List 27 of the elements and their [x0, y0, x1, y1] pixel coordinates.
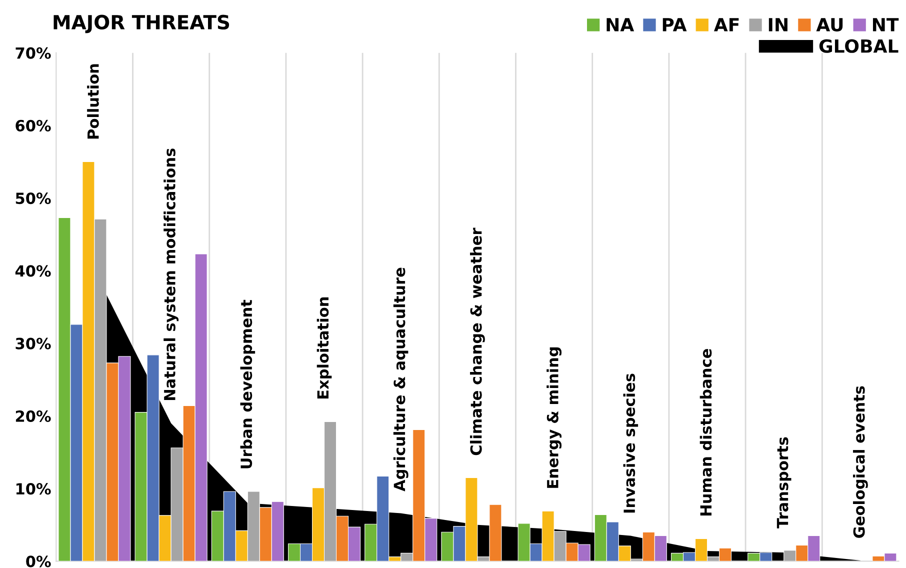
legend-label: AU — [816, 18, 843, 32]
y-tick-label: 50% — [16, 192, 51, 204]
legend-label: IN — [768, 18, 788, 32]
y-tick-label: 70% — [16, 47, 51, 59]
x-tick-label: Exploitation — [316, 297, 332, 399]
x-tick-label: Human disturbance — [700, 349, 712, 516]
y-tick-label: 20% — [16, 410, 51, 422]
legend-label: PA — [662, 18, 687, 32]
x-tick-label: Agriculture & aquaculture — [393, 268, 408, 492]
legend-label: GLOBAL — [819, 39, 898, 53]
chart-title: MAJOR THREATS — [54, 14, 230, 34]
y-tick-label: 10% — [16, 483, 51, 495]
y-tick-label: 30% — [16, 338, 51, 350]
y-tick-label: 40% — [15, 265, 51, 277]
x-tick-label: Natural system modifications — [164, 148, 179, 400]
y-tick-label: 60% — [16, 120, 51, 132]
y-tick-label: 0% — [26, 556, 51, 568]
x-tick-label: Climate change & weather — [470, 228, 485, 456]
legend-label: NA — [606, 18, 634, 32]
x-tick-label: Urban development — [240, 300, 256, 468]
x-tick-label: Energy & mining — [546, 347, 562, 488]
x-tick-label: Geological events — [853, 386, 868, 538]
x-tick-label: Invasive species — [623, 374, 638, 513]
x-tick-label: Pollution — [87, 64, 99, 139]
x-tick-label: Transports — [776, 437, 792, 528]
legend-label: AF — [714, 18, 739, 32]
legend-label: NT — [872, 18, 899, 32]
